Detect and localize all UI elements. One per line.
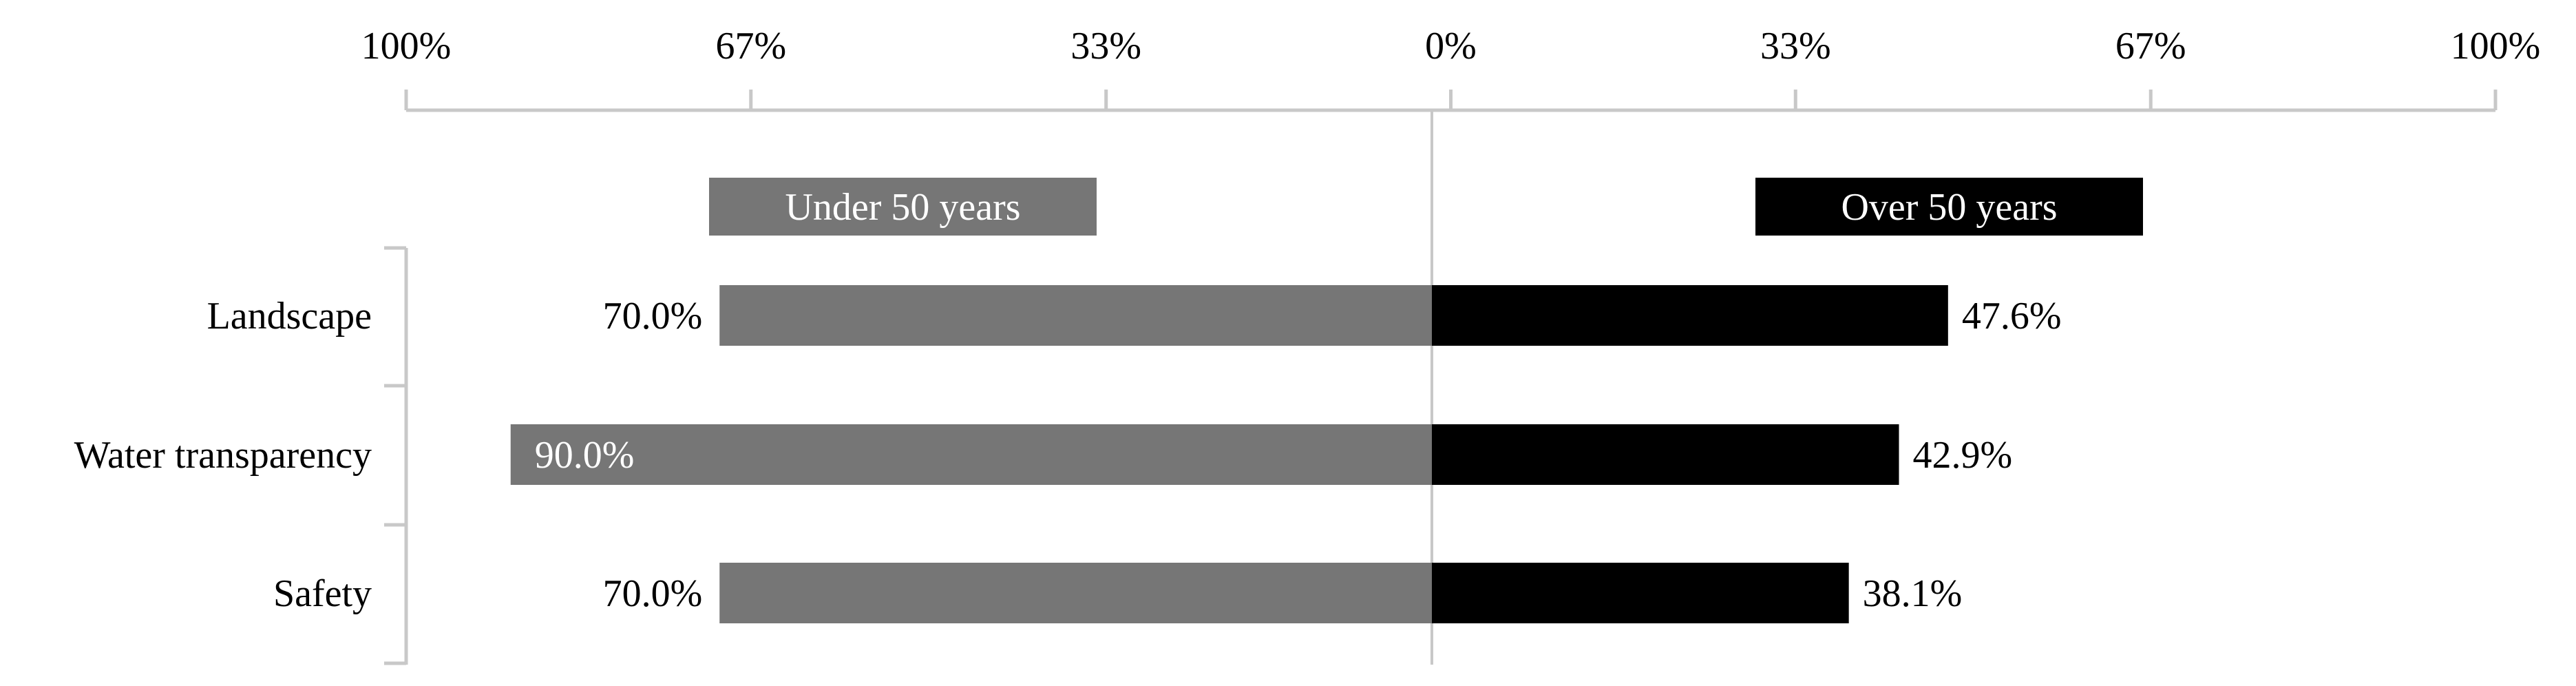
x-tick-label: 33% <box>1760 25 1831 67</box>
bar-over-50 <box>1432 285 1948 346</box>
bar-under-50 <box>719 285 1432 346</box>
x-tick-label: 0% <box>1425 25 1477 67</box>
x-tick-label: 67% <box>715 25 786 67</box>
legend-swatch <box>709 178 1097 236</box>
category-label: Water transparency <box>74 434 372 477</box>
category-label: Landscape <box>207 295 372 337</box>
x-tick-label: 67% <box>2115 25 2186 67</box>
value-label: 47.6% <box>1962 295 2062 337</box>
value-label: 70.0% <box>603 295 703 337</box>
chart-bars <box>510 285 1948 623</box>
x-tick-label: 100% <box>361 25 452 67</box>
bar-under-50 <box>510 424 1432 485</box>
legend-label: Over 50 years <box>1841 186 2057 229</box>
x-tick-label: 100% <box>2451 25 2541 67</box>
category-label: Safety <box>273 572 372 615</box>
bar-over-50 <box>1432 424 1899 485</box>
legend-label: Under 50 years <box>785 186 1020 229</box>
value-label: 90.0% <box>535 434 635 477</box>
legend-swatch <box>1755 178 2143 236</box>
value-label: 42.9% <box>1913 434 2013 477</box>
chart-labels: Landscape Water transparency Safety 70.0% 90… <box>74 295 2062 615</box>
x-tick-label: 33% <box>1070 25 1141 67</box>
chart-axes: 100% 67% 33% 0% 33% 67% 100% <box>361 25 2541 665</box>
chart-legend: Under 50 years Over 50 years <box>709 178 2143 236</box>
bar-over-50 <box>1432 563 1849 623</box>
value-label: 38.1% <box>1863 572 1963 615</box>
bar-under-50 <box>719 563 1432 623</box>
value-label: 70.0% <box>603 572 703 615</box>
